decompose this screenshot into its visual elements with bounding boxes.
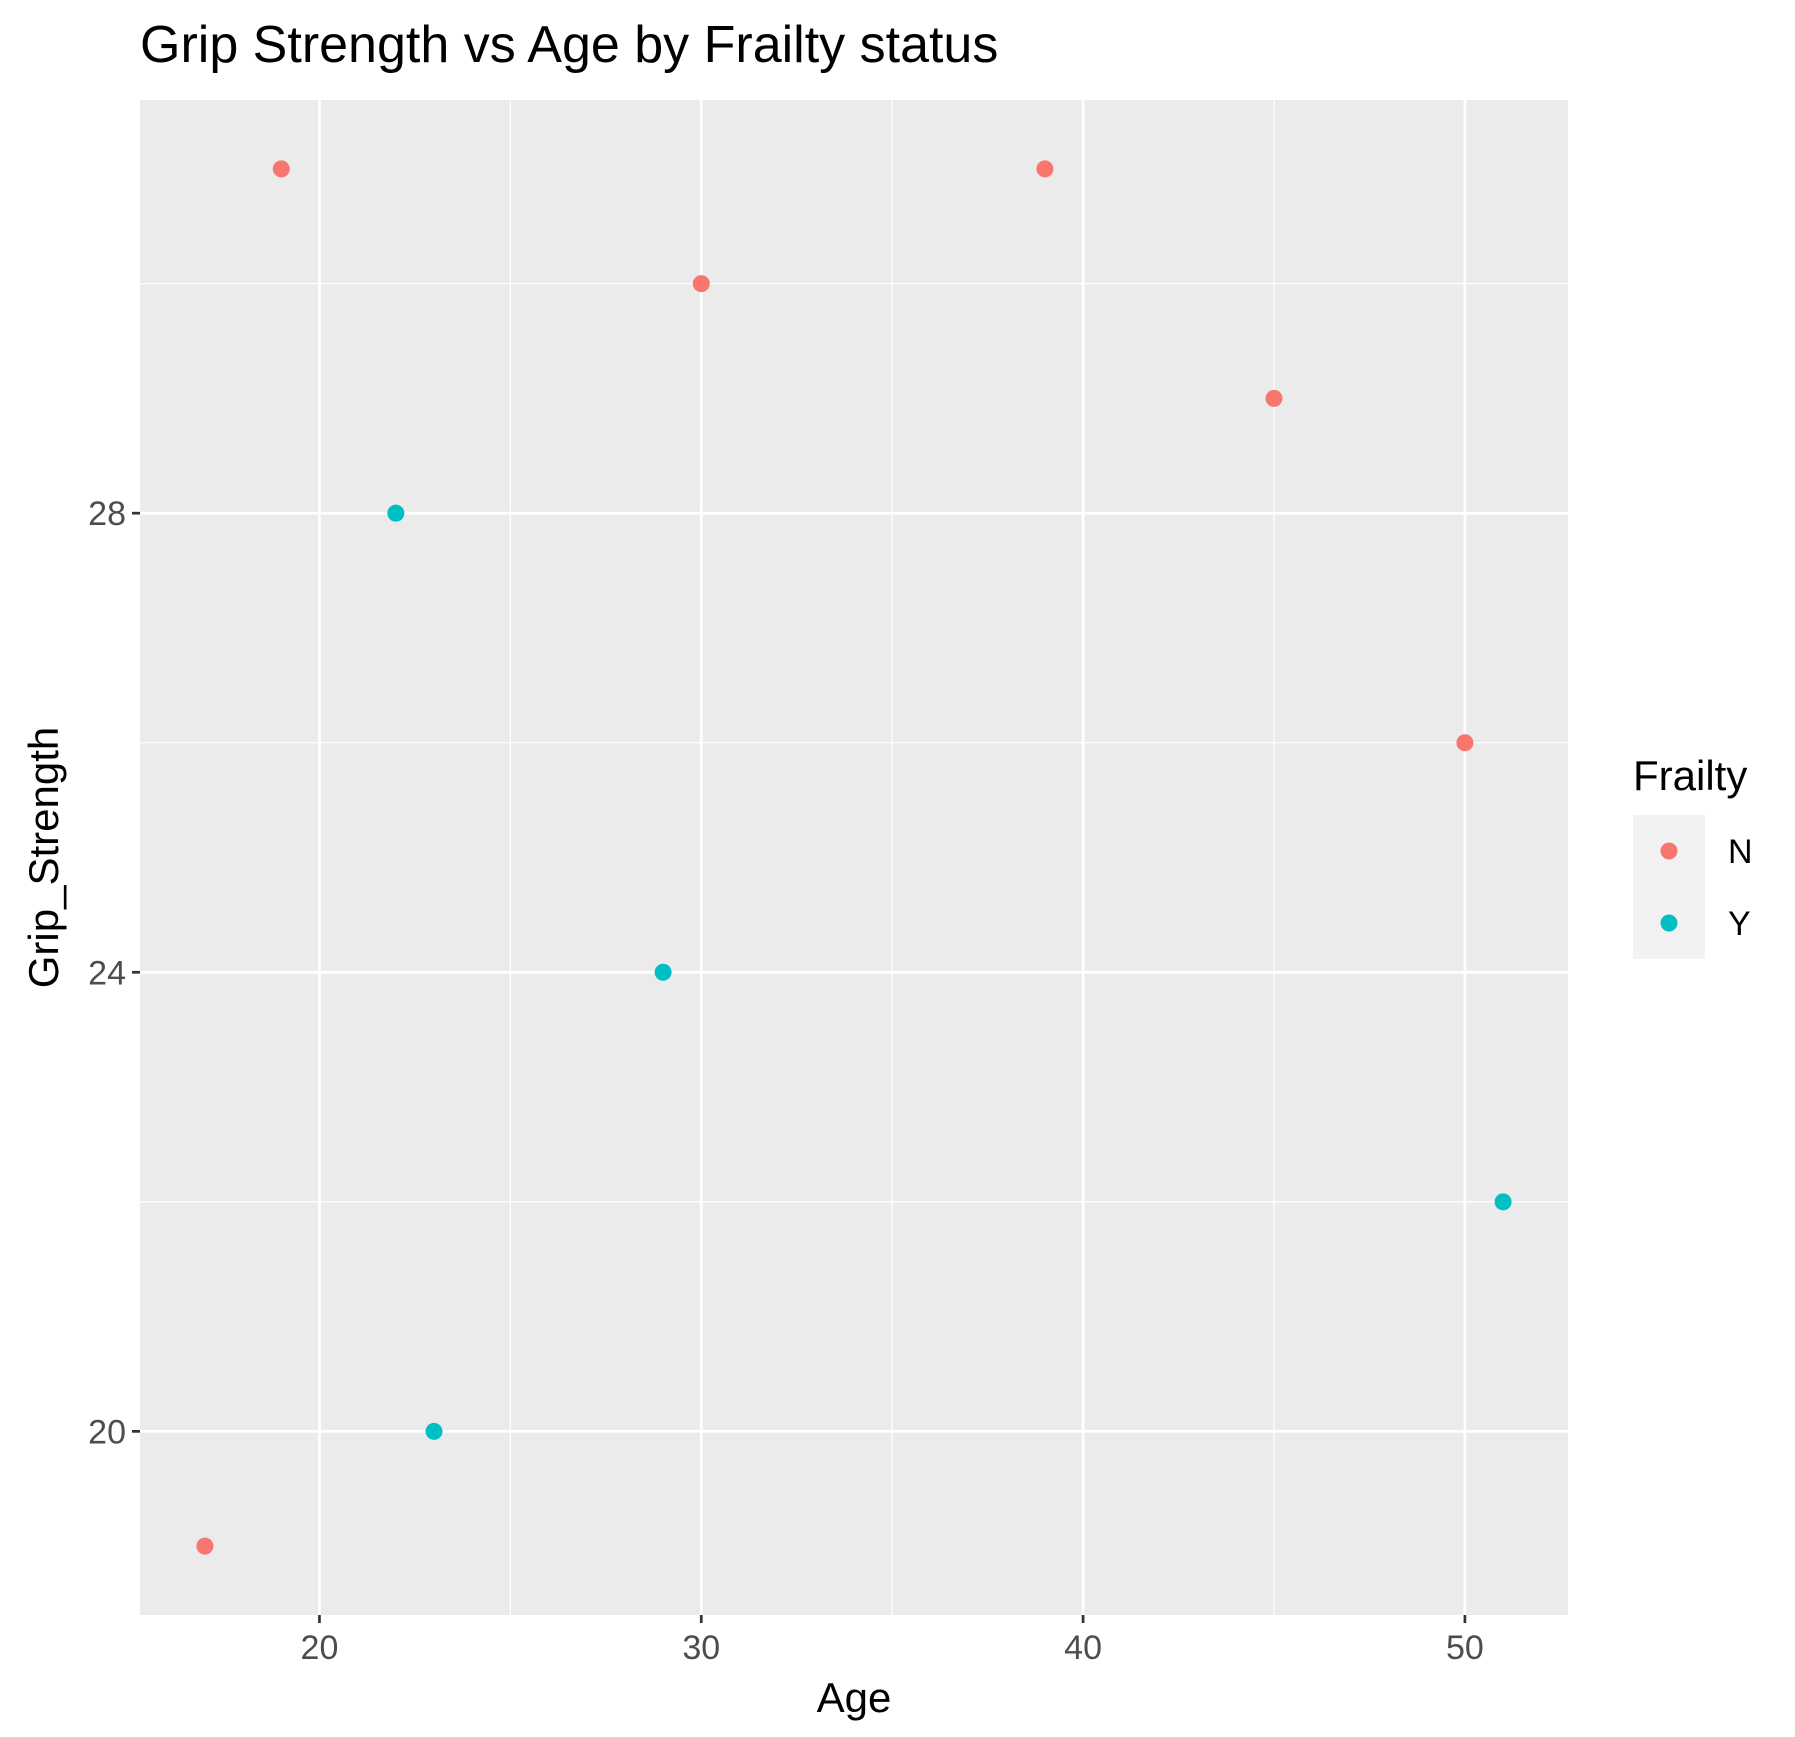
data-point-N	[692, 275, 710, 293]
x-tick-label: 20	[301, 1629, 339, 1667]
legend-label-N: N	[1728, 833, 1753, 871]
x-tick-label: 50	[1446, 1629, 1484, 1667]
y-tick-label: 24	[88, 954, 126, 992]
data-point-N	[272, 160, 290, 178]
y-tick-label: 28	[88, 495, 126, 533]
x-tick-label: 40	[1064, 1629, 1102, 1667]
data-point-N	[1265, 389, 1283, 407]
minor-gridlines	[140, 100, 1568, 1615]
data-points	[196, 160, 1512, 1555]
legend-key-N	[1660, 842, 1678, 860]
legend: Frailty NY	[1633, 752, 1753, 959]
y-axis: 20 24 28	[88, 495, 140, 1451]
data-point-Y	[654, 963, 672, 981]
plot-panel	[140, 100, 1568, 1615]
data-point-N	[196, 1537, 214, 1555]
data-point-Y	[387, 504, 405, 522]
data-point-Y	[1494, 1193, 1512, 1211]
data-point-N	[1456, 734, 1474, 752]
legend-key-Y	[1660, 914, 1678, 932]
y-tick-label: 20	[88, 1413, 126, 1451]
chart-title: Grip Strength vs Age by Frailty status	[140, 16, 998, 74]
x-axis-title: Age	[817, 1674, 892, 1721]
data-point-N	[1036, 160, 1054, 178]
legend-label-Y: Y	[1728, 905, 1751, 943]
legend-keys-background	[1633, 815, 1705, 959]
x-tick-label: 30	[682, 1629, 720, 1667]
y-axis-title: Grip_Strength	[20, 727, 67, 988]
x-axis: 20 30 40 50	[301, 1615, 1484, 1667]
legend-title: Frailty	[1633, 752, 1747, 799]
major-gridlines	[140, 100, 1568, 1615]
data-point-Y	[425, 1422, 443, 1440]
